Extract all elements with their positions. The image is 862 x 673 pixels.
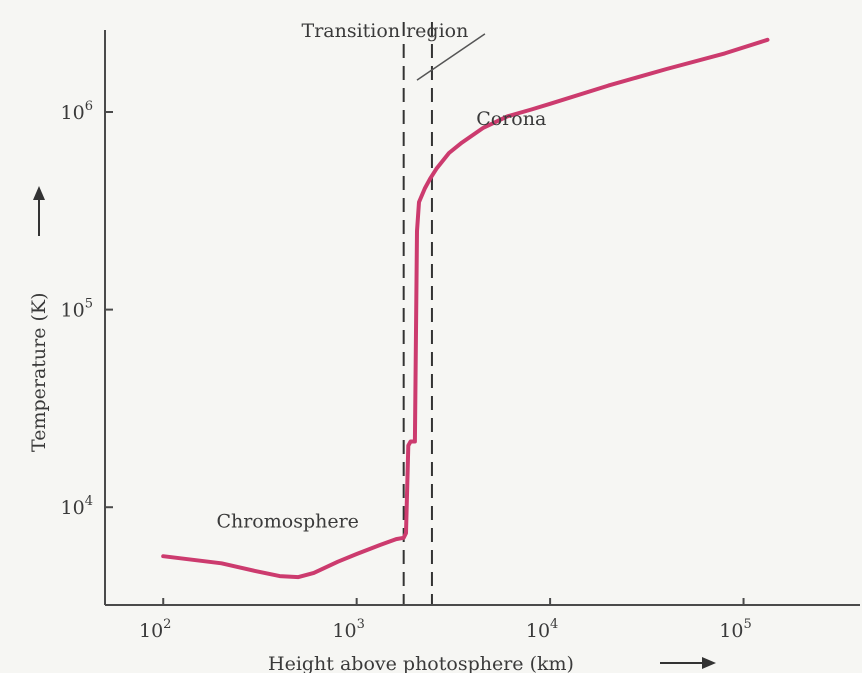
corona-label: Corona bbox=[476, 108, 546, 130]
x-tick-label: 105 bbox=[719, 617, 751, 642]
axes bbox=[104, 30, 860, 606]
y-axis-label: Temperature (K) bbox=[28, 292, 50, 452]
x-tick-label: 102 bbox=[139, 617, 171, 642]
temperature-curve bbox=[161, 37, 770, 580]
x-tick-label: 104 bbox=[526, 617, 558, 642]
x-ticks: 102 103 104 105 bbox=[139, 598, 752, 642]
y-ticks: 104 105 106 bbox=[61, 99, 113, 519]
y-axis-title: Temperature (K) bbox=[28, 186, 50, 452]
x-axis-label: Height above photosphere (km) bbox=[268, 653, 574, 673]
x-axis-arrow-icon bbox=[660, 657, 716, 669]
transition-region-pointer bbox=[416, 33, 486, 81]
chromosphere-label: Chromosphere bbox=[216, 510, 358, 532]
y-tick-label: 105 bbox=[61, 297, 93, 322]
x-axis-title: Height above photosphere (km) bbox=[268, 653, 716, 673]
y-tick-label: 104 bbox=[61, 494, 93, 519]
x-tick-label: 103 bbox=[332, 617, 364, 642]
y-axis-arrow-icon bbox=[33, 186, 45, 236]
annotations: Transition region Corona Chromosphere bbox=[216, 20, 546, 533]
y-tick-label: 106 bbox=[61, 99, 93, 124]
transition-region-boundaries bbox=[402, 22, 433, 605]
transition-region-label: Transition region bbox=[302, 20, 469, 42]
